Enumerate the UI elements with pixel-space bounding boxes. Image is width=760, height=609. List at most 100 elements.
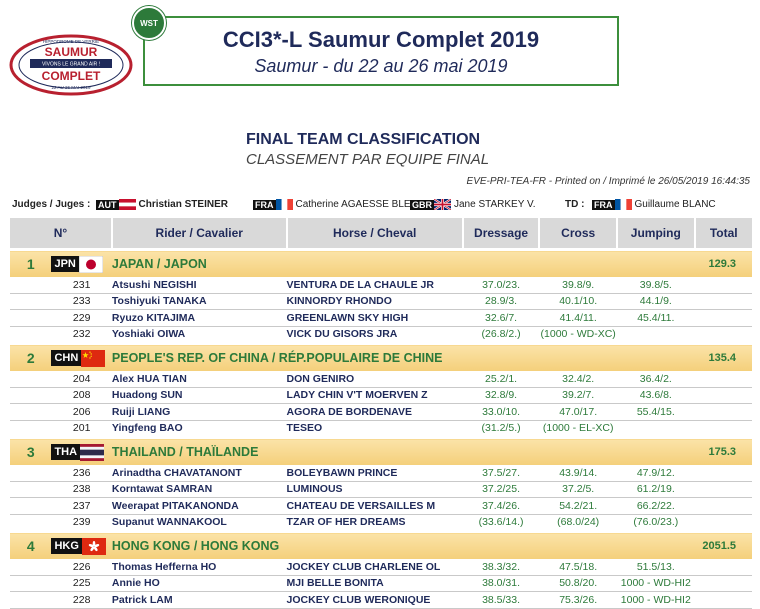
table-row: 226 Thomas Hefferna HO JOCKEY CLUB CHARLEN… — [10, 559, 752, 576]
cross-score: 40.1/10. — [539, 293, 618, 310]
table-row: 201 Yingfeng BAO TESEO (31.2/5.) (1000 - EL-… — [10, 420, 752, 438]
judge-1-code: AUT — [96, 199, 119, 210]
event-header: CCI3*-L Saumur Complet 2019 Saumur - du … — [143, 16, 619, 86]
dressage-score: 28.9/3. — [462, 293, 540, 310]
bib-number: 206 — [51, 403, 112, 421]
col-dressage: Dressage — [461, 218, 540, 250]
horse-name: GREENLAWN SKY HIGH — [286, 309, 463, 327]
rider-name: Huadong SUN — [111, 387, 287, 404]
cross-score: 39.2/7. — [539, 387, 618, 404]
table-row: 225 Annie HO MJI BELLE BONITA 38.0/31. 50.8/… — [10, 575, 752, 592]
team-total: 2051.5 — [694, 530, 752, 559]
team-rank: 4 — [10, 530, 52, 559]
bib-number: 204 — [51, 371, 112, 388]
table-row: 208 Huadong SUN LADY CHIN V'T MOERVEN Z 32.… — [10, 387, 752, 404]
table-row: 229 Ryuzo KITAJIMA GREENLAWN SKY HIGH 32.6/… — [10, 309, 752, 327]
horse-name: DON GENIRO — [286, 371, 463, 388]
wst-stopwatch-icon: WST — [132, 6, 166, 40]
rider-name: Atsushi NEGISHI — [111, 277, 287, 294]
dressage-score: 37.0/23. — [462, 277, 540, 294]
bib-number: 225 — [51, 575, 112, 592]
bib-number: 237 — [51, 497, 112, 515]
fra-flag-icon — [275, 199, 293, 210]
dressage-score: 37.4/26. — [462, 497, 540, 515]
rider-name: Yingfeng BAO — [111, 420, 287, 438]
team-code: CHN — [51, 350, 82, 366]
team-total: 135.4 — [694, 342, 752, 371]
judge-1-name: Christian STEINER — [138, 199, 228, 211]
rider-name: Supanut WANNAKOOL — [111, 514, 287, 532]
horse-name: LADY CHIN V'T MOERVEN Z — [286, 387, 463, 404]
team-code: THA — [51, 444, 81, 460]
col-rank: N° — [10, 218, 112, 250]
team-flag: HKG — [51, 530, 112, 559]
horse-name: VENTURA DE LA CHAULE JR — [286, 277, 463, 294]
cross-score: 47.5/18. — [539, 559, 618, 576]
print-info: EVE-PRI-TEA-FR - Printed on / Imprimé le… — [466, 176, 750, 187]
dressage-score: 37.5/27. — [462, 465, 540, 482]
team-code: HKG — [51, 538, 82, 554]
col-total: Total — [693, 218, 752, 250]
jumping-score: 66.2/22. — [617, 497, 695, 515]
cross-score: (1000 - EL-XC) — [539, 420, 618, 438]
rider-name: Ruiji LIANG — [111, 403, 287, 421]
table-row: 237 Weerapat PITAKANONDA CHATEAU DE VERSAI… — [10, 497, 752, 515]
aut-flag-icon — [118, 199, 136, 210]
horse-name: TZAR OF HER DREAMS — [286, 514, 463, 532]
judge-1: AUT Christian STEINER — [96, 199, 228, 210]
cross-score: (68.0/24) — [539, 514, 618, 532]
document-subtitle: CLASSEMENT PAR EQUIPE FINAL — [246, 151, 490, 168]
dressage-score: (33.6/14.) — [462, 514, 540, 532]
jumping-score: 51.5/13. — [617, 559, 695, 576]
horse-name: KINNORDY RHONDO — [286, 293, 463, 310]
team-flag: CHN — [51, 342, 112, 371]
hong-kong-flag-icon — [81, 537, 106, 555]
table-row: 233 Toshiyuki TANAKA KINNORDY RHONDO 28.9/3… — [10, 293, 752, 310]
document-title: FINAL TEAM CLASSIFICATION — [246, 131, 481, 148]
col-horse: Horse / Cheval — [285, 218, 463, 250]
judge-2-code: FRA — [253, 199, 276, 210]
rider-name: Toshiyuki TANAKA — [111, 293, 287, 310]
team-name: HONG KONG / HONG KONG — [111, 530, 695, 559]
team-rank: 2 — [10, 342, 52, 371]
bib-number: 208 — [51, 387, 112, 404]
bib-number: 232 — [51, 326, 112, 344]
cross-score: 32.4/2. — [539, 371, 618, 388]
dressage-score: 25.2/1. — [462, 371, 540, 388]
bib-number: 238 — [51, 481, 112, 498]
team-row: 2 CHN PEOPLE'S REP. OF CHINA / RÉP.POPULAI… — [10, 342, 752, 371]
team-flag: THA — [51, 436, 112, 465]
cross-score: 41.4/11. — [539, 309, 618, 327]
bib-number: 239 — [51, 514, 112, 532]
td-label: TD : — [565, 199, 585, 210]
logo-line1: SAUMUR — [45, 45, 98, 59]
table-row: 231 Atsushi NEGISHI VENTURA DE LA CHAULE J… — [10, 277, 752, 294]
table-row: 236 Arinadtha CHAVATANONT BOLEYBAWN PRINCE… — [10, 465, 752, 482]
jumping-score: 1000 - WD-HI2 — [617, 575, 695, 592]
dressage-score: (26.8/2.) — [462, 326, 540, 344]
horse-name: LUMINOUS — [286, 481, 463, 498]
jumping-score: 61.2/19. — [617, 481, 695, 498]
team-name: THAILAND / THAÏLANDE — [111, 436, 695, 465]
table-row: 238 Korntawat SAMRAN LUMINOUS 37.2/25. 37.2/… — [10, 481, 752, 498]
saumur-complet-logo: HIPPODROME DE VERRIE SAUMUR VIVONS LE GR… — [9, 34, 133, 96]
td-name: Guillaume BLANC — [634, 199, 716, 210]
cross-score: 54.2/21. — [539, 497, 618, 515]
judges-label: Judges / Juges : — [12, 199, 91, 210]
jumping-score: 44.1/9. — [617, 293, 695, 310]
cross-score: 50.8/20. — [539, 575, 618, 592]
bib-number: 236 — [51, 465, 112, 482]
col-rider: Rider / Cavalier — [110, 218, 287, 250]
judges-line: Judges / Juges : AUT Christian STEINER FR… — [12, 199, 752, 215]
horse-name: VICK DU GISORS JRA — [286, 326, 463, 344]
classification-table: N° Rider / Cavalier Horse / Cheval Dress… — [10, 218, 752, 609]
rider-name: Alex HUA TIAN — [111, 371, 287, 388]
gbr-flag-icon — [434, 199, 451, 210]
rider-name: Korntawat SAMRAN — [111, 481, 287, 498]
logo-bottom-text: 22 AU 26 MAI 2019 — [51, 85, 91, 90]
team-rank: 1 — [10, 248, 52, 277]
col-jumping: Jumping — [616, 218, 695, 250]
cross-score: 37.2/5. — [539, 481, 618, 498]
cross-score: 39.8/9. — [539, 277, 618, 294]
horse-name: BOLEYBAWN PRINCE — [286, 465, 463, 482]
